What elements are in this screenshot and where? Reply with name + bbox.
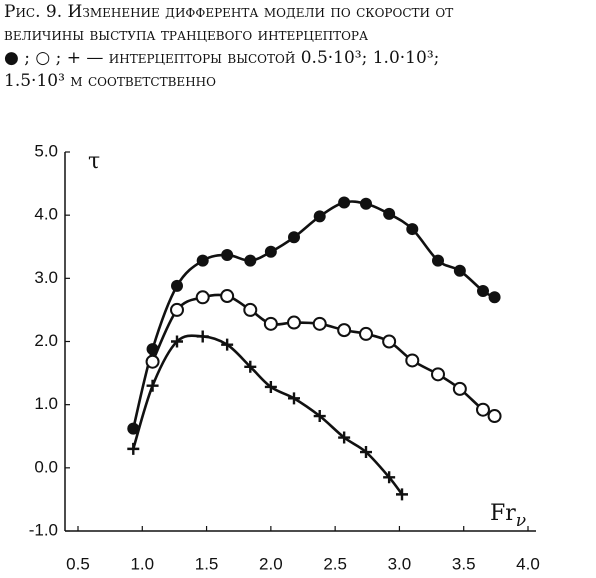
point (488, 291, 501, 304)
point (360, 197, 372, 210)
y-label: τ (88, 149, 100, 174)
fit-curve (151, 293, 496, 418)
point (146, 379, 159, 392)
point (264, 380, 277, 393)
y-tick-label: 4.0 (34, 205, 58, 224)
point (288, 231, 300, 244)
point (477, 284, 489, 297)
point (127, 442, 140, 455)
point (405, 353, 420, 368)
point (127, 422, 140, 435)
point (170, 302, 184, 317)
x-tick-label: 3.0 (388, 554, 412, 573)
point (264, 245, 277, 258)
point (196, 330, 209, 343)
x-tick-label: 1.0 (130, 554, 154, 573)
chart-title: Рис. 9. Изменение дифферента модели по с… (4, 2, 454, 45)
point (453, 264, 466, 277)
x-tick-label: 4.0 (516, 554, 540, 573)
fit-curve (132, 334, 404, 496)
y-tick-label: 0.0 (34, 457, 58, 476)
point (244, 254, 257, 267)
point (220, 289, 235, 304)
x-label-sub: ν (516, 511, 526, 531)
point (145, 354, 160, 369)
point (432, 254, 444, 267)
point (171, 279, 183, 292)
point (221, 248, 234, 261)
point (406, 223, 419, 236)
point (263, 316, 278, 331)
x-label-main: Fr (490, 501, 516, 526)
point (312, 316, 327, 331)
point (243, 302, 258, 317)
point (221, 338, 234, 351)
x-tick-label: 1.5 (195, 554, 219, 573)
point (313, 410, 326, 423)
caption: ● ; ○ ; + — интерцепторы высотой 0.5·10³… (4, 48, 440, 91)
point (288, 392, 300, 405)
point (383, 207, 396, 220)
point (313, 210, 326, 223)
point (171, 335, 183, 348)
y-tick-label: 1.0 (34, 394, 58, 413)
x-label: Frν (490, 501, 526, 531)
x-tick-label: 3.5 (452, 554, 476, 573)
x-tick-label: 0.5 (66, 554, 90, 573)
point (337, 323, 352, 338)
point (359, 326, 373, 341)
point (396, 488, 408, 501)
y-tick-label: 2.0 (34, 331, 58, 350)
point (287, 315, 301, 330)
y-tick-label: -1.0 (29, 520, 58, 539)
point (487, 409, 502, 424)
x-tick-label: 2.5 (323, 554, 347, 573)
fit-curve (132, 200, 496, 429)
point (382, 334, 397, 349)
point (244, 360, 257, 373)
point (338, 431, 351, 444)
point (360, 446, 372, 459)
point (196, 254, 209, 267)
point (452, 381, 467, 396)
x-tick-label: 2.0 (259, 554, 283, 573)
y-tick-label: 5.0 (34, 141, 58, 160)
caption-box: Рис. 9. Изменение дифферента модели по с… (4, 2, 454, 91)
point (383, 471, 396, 484)
point (476, 402, 490, 417)
point (431, 367, 445, 382)
y-tick-label: 3.0 (34, 268, 58, 287)
point (195, 290, 210, 305)
point (338, 196, 351, 209)
